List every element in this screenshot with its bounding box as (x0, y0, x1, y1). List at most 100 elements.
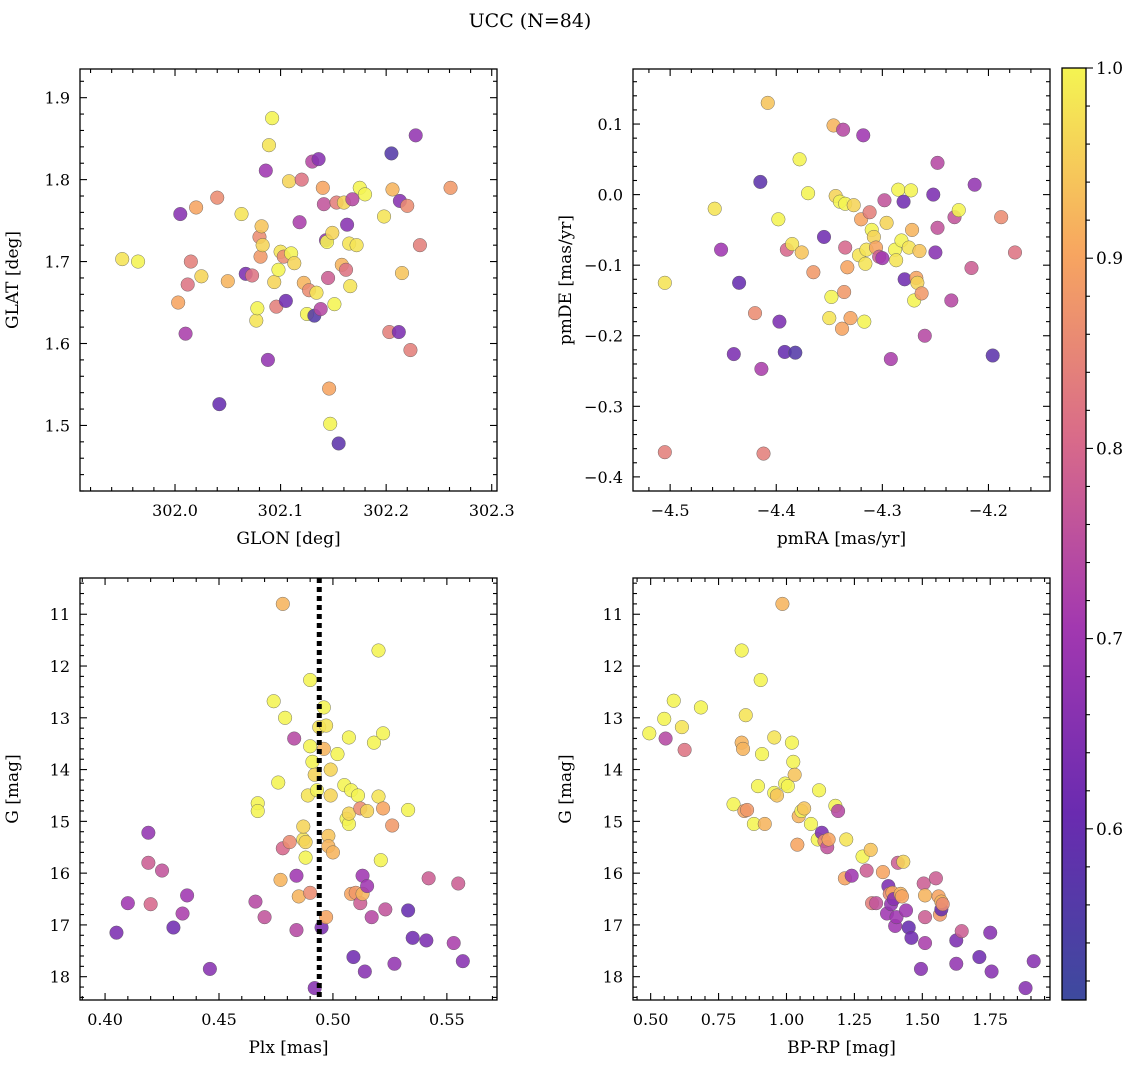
points-layer (109, 596, 470, 996)
scatter-point (862, 205, 877, 220)
scatter-point (836, 122, 851, 137)
scatter-point (319, 910, 334, 925)
scatter-point (296, 819, 311, 834)
scatter-point (797, 801, 812, 816)
scatter-point (792, 152, 807, 167)
scatter-point (896, 194, 911, 209)
x-tick-label: −4.3 (863, 501, 902, 520)
x-tick-label: 0.45 (201, 1010, 237, 1029)
x-tick-label: 1.25 (837, 1010, 873, 1029)
scatter-point (266, 694, 281, 709)
scatter-point (726, 347, 741, 362)
scatter-point (321, 270, 336, 285)
scatter-point (194, 269, 209, 284)
scatter-point (803, 816, 818, 831)
scatter-point (376, 726, 391, 741)
scatter-point (748, 306, 763, 321)
scatter-point (750, 779, 765, 794)
y-tick-label: 11 (50, 605, 70, 624)
scatter-point (358, 187, 373, 202)
scatter-point (115, 252, 130, 267)
scatter-point (879, 215, 894, 230)
scatter-point (289, 868, 304, 883)
scatter-point (935, 897, 950, 912)
scatter-point (421, 871, 436, 886)
scatter-point (271, 262, 286, 277)
scatter-point (166, 920, 181, 935)
scatter-point (278, 293, 293, 308)
y-tick-label: 18 (603, 968, 623, 987)
y-tick-label: 14 (603, 761, 623, 780)
scatter-point (843, 311, 858, 326)
x-tick-label: 0.55 (429, 1010, 465, 1029)
scatter-point (289, 923, 304, 938)
scatter-point (839, 832, 854, 847)
scatter-point (918, 910, 933, 925)
scatter-point (120, 896, 135, 911)
scatter-point (349, 238, 364, 253)
y-tick-label: 16 (603, 864, 623, 883)
scatter-point (323, 788, 338, 803)
y-tick-label: 1.6 (45, 335, 70, 354)
scatter-point (658, 731, 673, 746)
y-tick-label: 18 (50, 968, 70, 987)
x-tick-label: 0.50 (633, 1010, 669, 1029)
scatter-point (309, 285, 324, 300)
scatter-point (371, 643, 386, 658)
y-tick-label: −0.1 (584, 256, 623, 275)
colorbar: 0.6 0.7 0.8 0.9 1.0 (1061, 59, 1123, 1001)
scatter-point (821, 832, 836, 847)
scatter-point (360, 879, 375, 894)
y-axis-label: GLAT [deg] (3, 231, 23, 329)
plot-frame (79, 577, 498, 1001)
y-tick-label: 16 (50, 864, 70, 883)
scatter-point (967, 177, 982, 192)
scatter-point (775, 596, 790, 611)
scatter-point (265, 111, 280, 126)
scatter-point (357, 964, 372, 979)
scatter-point (385, 818, 400, 833)
scatter-point (446, 936, 461, 951)
scatter-point (896, 854, 911, 869)
scatter-point (322, 381, 337, 396)
panel-radec: 302.0 302.1 302.2 302.3 1.5 1.6 1.7 1.8 1.9 GLON … (3, 68, 515, 549)
scatter-point (877, 193, 892, 208)
scatter-point (346, 950, 361, 965)
panel-cmd: 0.50 0.75 1.00 1.25 1.50 1.75 11 12 13 14 15 16 17 18… (556, 577, 1051, 1058)
scatter-point (983, 925, 998, 940)
scatter-point (760, 95, 775, 110)
points-layer (115, 111, 458, 451)
scatter-point (738, 708, 753, 723)
scatter-point (899, 903, 914, 918)
y-tick-label: 17 (603, 916, 623, 935)
scatter-point (327, 297, 342, 312)
plot-frame (79, 68, 498, 492)
scatter-point (846, 198, 861, 213)
scatter-point (904, 183, 919, 198)
scatter-point (734, 643, 749, 658)
scatter-point (323, 762, 338, 777)
scatter-point (325, 845, 340, 860)
scatter-point (949, 956, 964, 971)
points-layer (657, 95, 1022, 461)
scatter-point (271, 775, 286, 790)
x-axis-label: BP-RP [mag] (787, 1038, 896, 1058)
scatter-point (769, 788, 784, 803)
scatter-point (183, 254, 198, 269)
scatter-point (248, 894, 263, 909)
scatter-point (171, 295, 186, 310)
panel-plx: 0.40 0.45 0.50 0.55 11 12 13 14 15 16 17 18 Plx [mas… (3, 577, 498, 1058)
scatter-point (141, 825, 156, 840)
y-tick-label: 12 (50, 657, 70, 676)
x-tick-label: 1.50 (905, 1010, 941, 1029)
scatter-point (904, 930, 919, 945)
scatter-point (260, 352, 275, 367)
scatter-point (155, 863, 170, 878)
scatter-point (391, 325, 406, 340)
panel-pms: −4.5 −4.4 −4.3 −4.2 −0.4 −0.3 −0.2 −0.1 0.0 0.1 pm… (556, 68, 1051, 549)
scatter-point (883, 352, 898, 367)
y-tick-label: 15 (50, 812, 70, 831)
scatter-point (726, 797, 741, 812)
scatter-point (371, 789, 386, 804)
